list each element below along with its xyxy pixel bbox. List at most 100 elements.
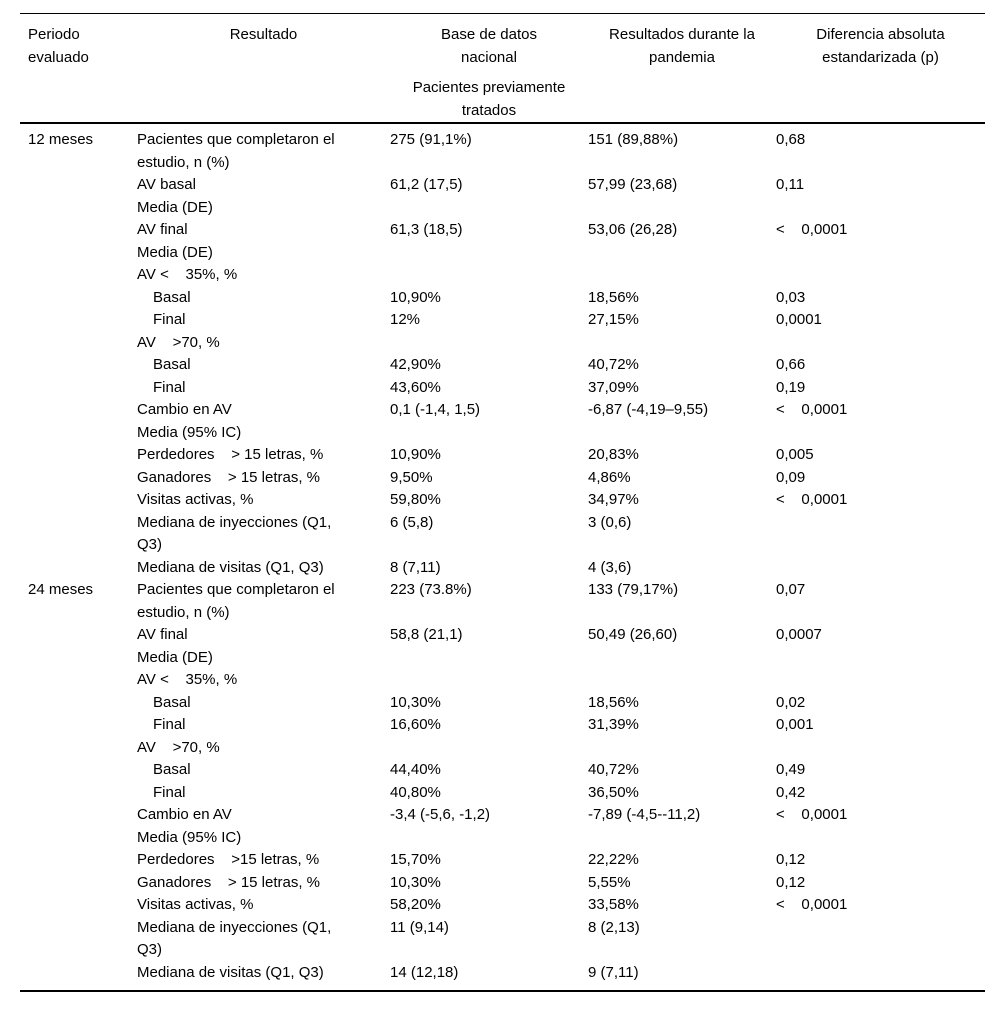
cell-periodo-evaluado — [28, 332, 137, 355]
cell-diferencia-absoluta: 0,07 — [776, 581, 806, 598]
table-row: 12 meses Pacientes que completaron el es… — [28, 129, 985, 174]
cell-periodo-evaluado — [28, 489, 137, 512]
cell-diferencia-absoluta — [776, 512, 985, 557]
table-row: Final 16,60% 31,39% 0,001 — [28, 714, 985, 737]
cell-base-de-datos-nacional: 10,90% — [390, 288, 441, 306]
cell-resultados-pandemia: 53,06 (26,28) — [588, 221, 678, 238]
cell-resultados-pandemia: 27,15% — [588, 311, 639, 328]
cell-periodo-evaluado — [28, 219, 137, 264]
cell-resultado-label: Basal — [153, 761, 191, 778]
cell-resultado-label: AV basal Media (DE) — [137, 176, 213, 216]
cell-resultado-label: Mediana de inyecciones (Q1, Q3) — [137, 513, 332, 554]
results-table: Periodo evaluado Resultado Base de datos… — [20, 13, 985, 992]
cell-resultado-label: Ganadores > 15 letras, % — [137, 873, 321, 891]
cell-diferencia-absoluta: 0,66 — [776, 356, 806, 373]
cell-diferencia-absoluta — [776, 669, 985, 692]
cell-resultados-pandemia: 33,58% — [588, 896, 639, 913]
table-row: AV < 35%, % — [28, 669, 985, 692]
cell-resultados-pandemia — [588, 264, 776, 287]
cell-resultado-label: Pacientes que completaron el estudio, n … — [137, 581, 335, 621]
table-row: Perdedores > 15 letras, % 10,90% 20,83% … — [28, 444, 985, 467]
table-row: Basal 44,40% 40,72% 0,49 — [28, 759, 985, 782]
cell-base-de-datos-nacional — [390, 669, 588, 692]
cell-periodo-evaluado — [28, 782, 137, 805]
cell-periodo-evaluado — [28, 804, 137, 849]
column-subheader-pacientes-previamente-tratados: Pacientes previamente tratados — [412, 79, 566, 119]
cell-diferencia-absoluta: 0,09 — [776, 468, 806, 486]
cell-resultados-pandemia: 57,99 (23,68) — [588, 176, 678, 193]
cell-resultado-label: Mediana de visitas (Q1, Q3) — [137, 963, 324, 981]
cell-periodo-evaluado — [28, 737, 137, 760]
cell-resultados-pandemia: 31,39% — [588, 716, 639, 733]
cell-resultado-label: Basal — [153, 693, 191, 711]
cell-diferencia-absoluta: 0,0001 — [776, 311, 822, 328]
cell-diferencia-absoluta — [776, 917, 985, 962]
cell-resultado-label: Final — [153, 716, 186, 733]
cell-diferencia-absoluta: 0,03 — [776, 288, 806, 306]
table-row: Ganadores > 15 letras, % 10,30% 5,55% 0,… — [28, 872, 985, 895]
table-row: AV >70, % — [28, 332, 985, 355]
cell-resultados-pandemia: 3 (0,6) — [588, 513, 632, 531]
cell-periodo-evaluado — [28, 444, 137, 467]
column-header-resultado: Resultado — [229, 26, 298, 43]
cell-resultado-label: Basal — [153, 288, 191, 306]
column-header-diferencia-absoluta: Diferencia absoluta estandarizada (p) — [816, 26, 945, 66]
cell-resultados-pandemia: 4 (3,6) — [588, 558, 632, 576]
cell-diferencia-absoluta: 0,11 — [776, 176, 805, 193]
table-header-row: Periodo evaluado Resultado Base de datos… — [20, 14, 985, 124]
cell-diferencia-absoluta: < 0,0001 — [776, 401, 848, 418]
table-row: Mediana de visitas (Q1, Q3) 14 (12,18) 9… — [28, 962, 985, 985]
cell-base-de-datos-nacional: 10,30% — [390, 693, 441, 711]
cell-periodo-evaluado — [28, 557, 137, 580]
cell-periodo-evaluado — [28, 894, 137, 917]
table-row: Basal 10,90% 18,56% 0,03 — [28, 287, 985, 310]
cell-diferencia-absoluta: 0,0007 — [776, 626, 822, 643]
cell-base-de-datos-nacional: -3,4 (-5,6, -1,2) — [390, 806, 491, 823]
cell-base-de-datos-nacional — [390, 264, 588, 287]
cell-base-de-datos-nacional: 0,1 (-1,4, 1,5) — [390, 401, 481, 418]
cell-base-de-datos-nacional: 6 (5,8) — [390, 513, 434, 531]
cell-diferencia-absoluta — [776, 264, 985, 287]
cell-base-de-datos-nacional: 11 (9,14) — [390, 918, 449, 936]
cell-base-de-datos-nacional: 59,80% — [390, 491, 441, 508]
cell-periodo-evaluado — [28, 174, 137, 219]
cell-resultado-label: Cambio en AV Media (95% IC) — [137, 401, 242, 441]
cell-resultados-pandemia: 22,22% — [588, 851, 639, 868]
cell-resultado-label: AV final Media (DE) — [137, 221, 213, 261]
cell-resultado-label: Final — [153, 311, 186, 328]
cell-diferencia-absoluta — [776, 737, 985, 760]
cell-resultados-pandemia: 37,09% — [588, 378, 639, 396]
cell-periodo-evaluado — [28, 714, 137, 737]
cell-periodo-evaluado: 12 meses — [28, 131, 94, 148]
cell-base-de-datos-nacional: 61,2 (17,5) — [390, 176, 463, 193]
cell-base-de-datos-nacional: 10,30% — [390, 873, 441, 891]
cell-periodo-evaluado — [28, 624, 137, 669]
cell-diferencia-absoluta: 0,49 — [776, 761, 806, 778]
column-header-resultados-pandemia: Resultados durante la pandemia — [609, 26, 755, 66]
cell-resultado-label: Cambio en AV Media (95% IC) — [137, 806, 242, 846]
cell-resultados-pandemia: 36,50% — [588, 783, 639, 801]
cell-resultados-pandemia — [588, 669, 776, 692]
cell-resultados-pandemia: 50,49 (26,60) — [588, 626, 678, 643]
cell-resultado-label: AV < 35%, % — [137, 266, 238, 283]
cell-diferencia-absoluta: < 0,0001 — [776, 896, 848, 913]
cell-resultados-pandemia: 18,56% — [588, 693, 639, 711]
table-row: Visitas activas, % 58,20% 33,58% < 0,000… — [28, 894, 985, 917]
cell-resultados-pandemia: 18,56% — [588, 288, 639, 306]
cell-resultado-label: Visitas activas, % — [137, 491, 254, 508]
table-row: AV >70, % — [28, 737, 985, 760]
cell-periodo-evaluado — [28, 962, 137, 985]
cell-resultados-pandemia: 151 (89,88%) — [588, 131, 679, 148]
cell-resultados-pandemia — [588, 737, 776, 760]
table-row: AV final Media (DE) 61,3 (18,5) 53,06 (2… — [28, 219, 985, 264]
cell-base-de-datos-nacional: 10,90% — [390, 446, 441, 463]
cell-base-de-datos-nacional: 44,40% — [390, 761, 441, 778]
cell-base-de-datos-nacional: 275 (91,1%) — [390, 131, 472, 148]
cell-resultado-label: Visitas activas, % — [137, 896, 254, 913]
cell-periodo-evaluado — [28, 377, 137, 400]
cell-resultados-pandemia: -6,87 (-4,19–9,55) — [588, 401, 709, 418]
cell-diferencia-absoluta: 0,001 — [776, 716, 814, 733]
cell-base-de-datos-nacional — [390, 332, 588, 355]
cell-base-de-datos-nacional — [390, 737, 588, 760]
cell-base-de-datos-nacional: 42,90% — [390, 356, 441, 373]
